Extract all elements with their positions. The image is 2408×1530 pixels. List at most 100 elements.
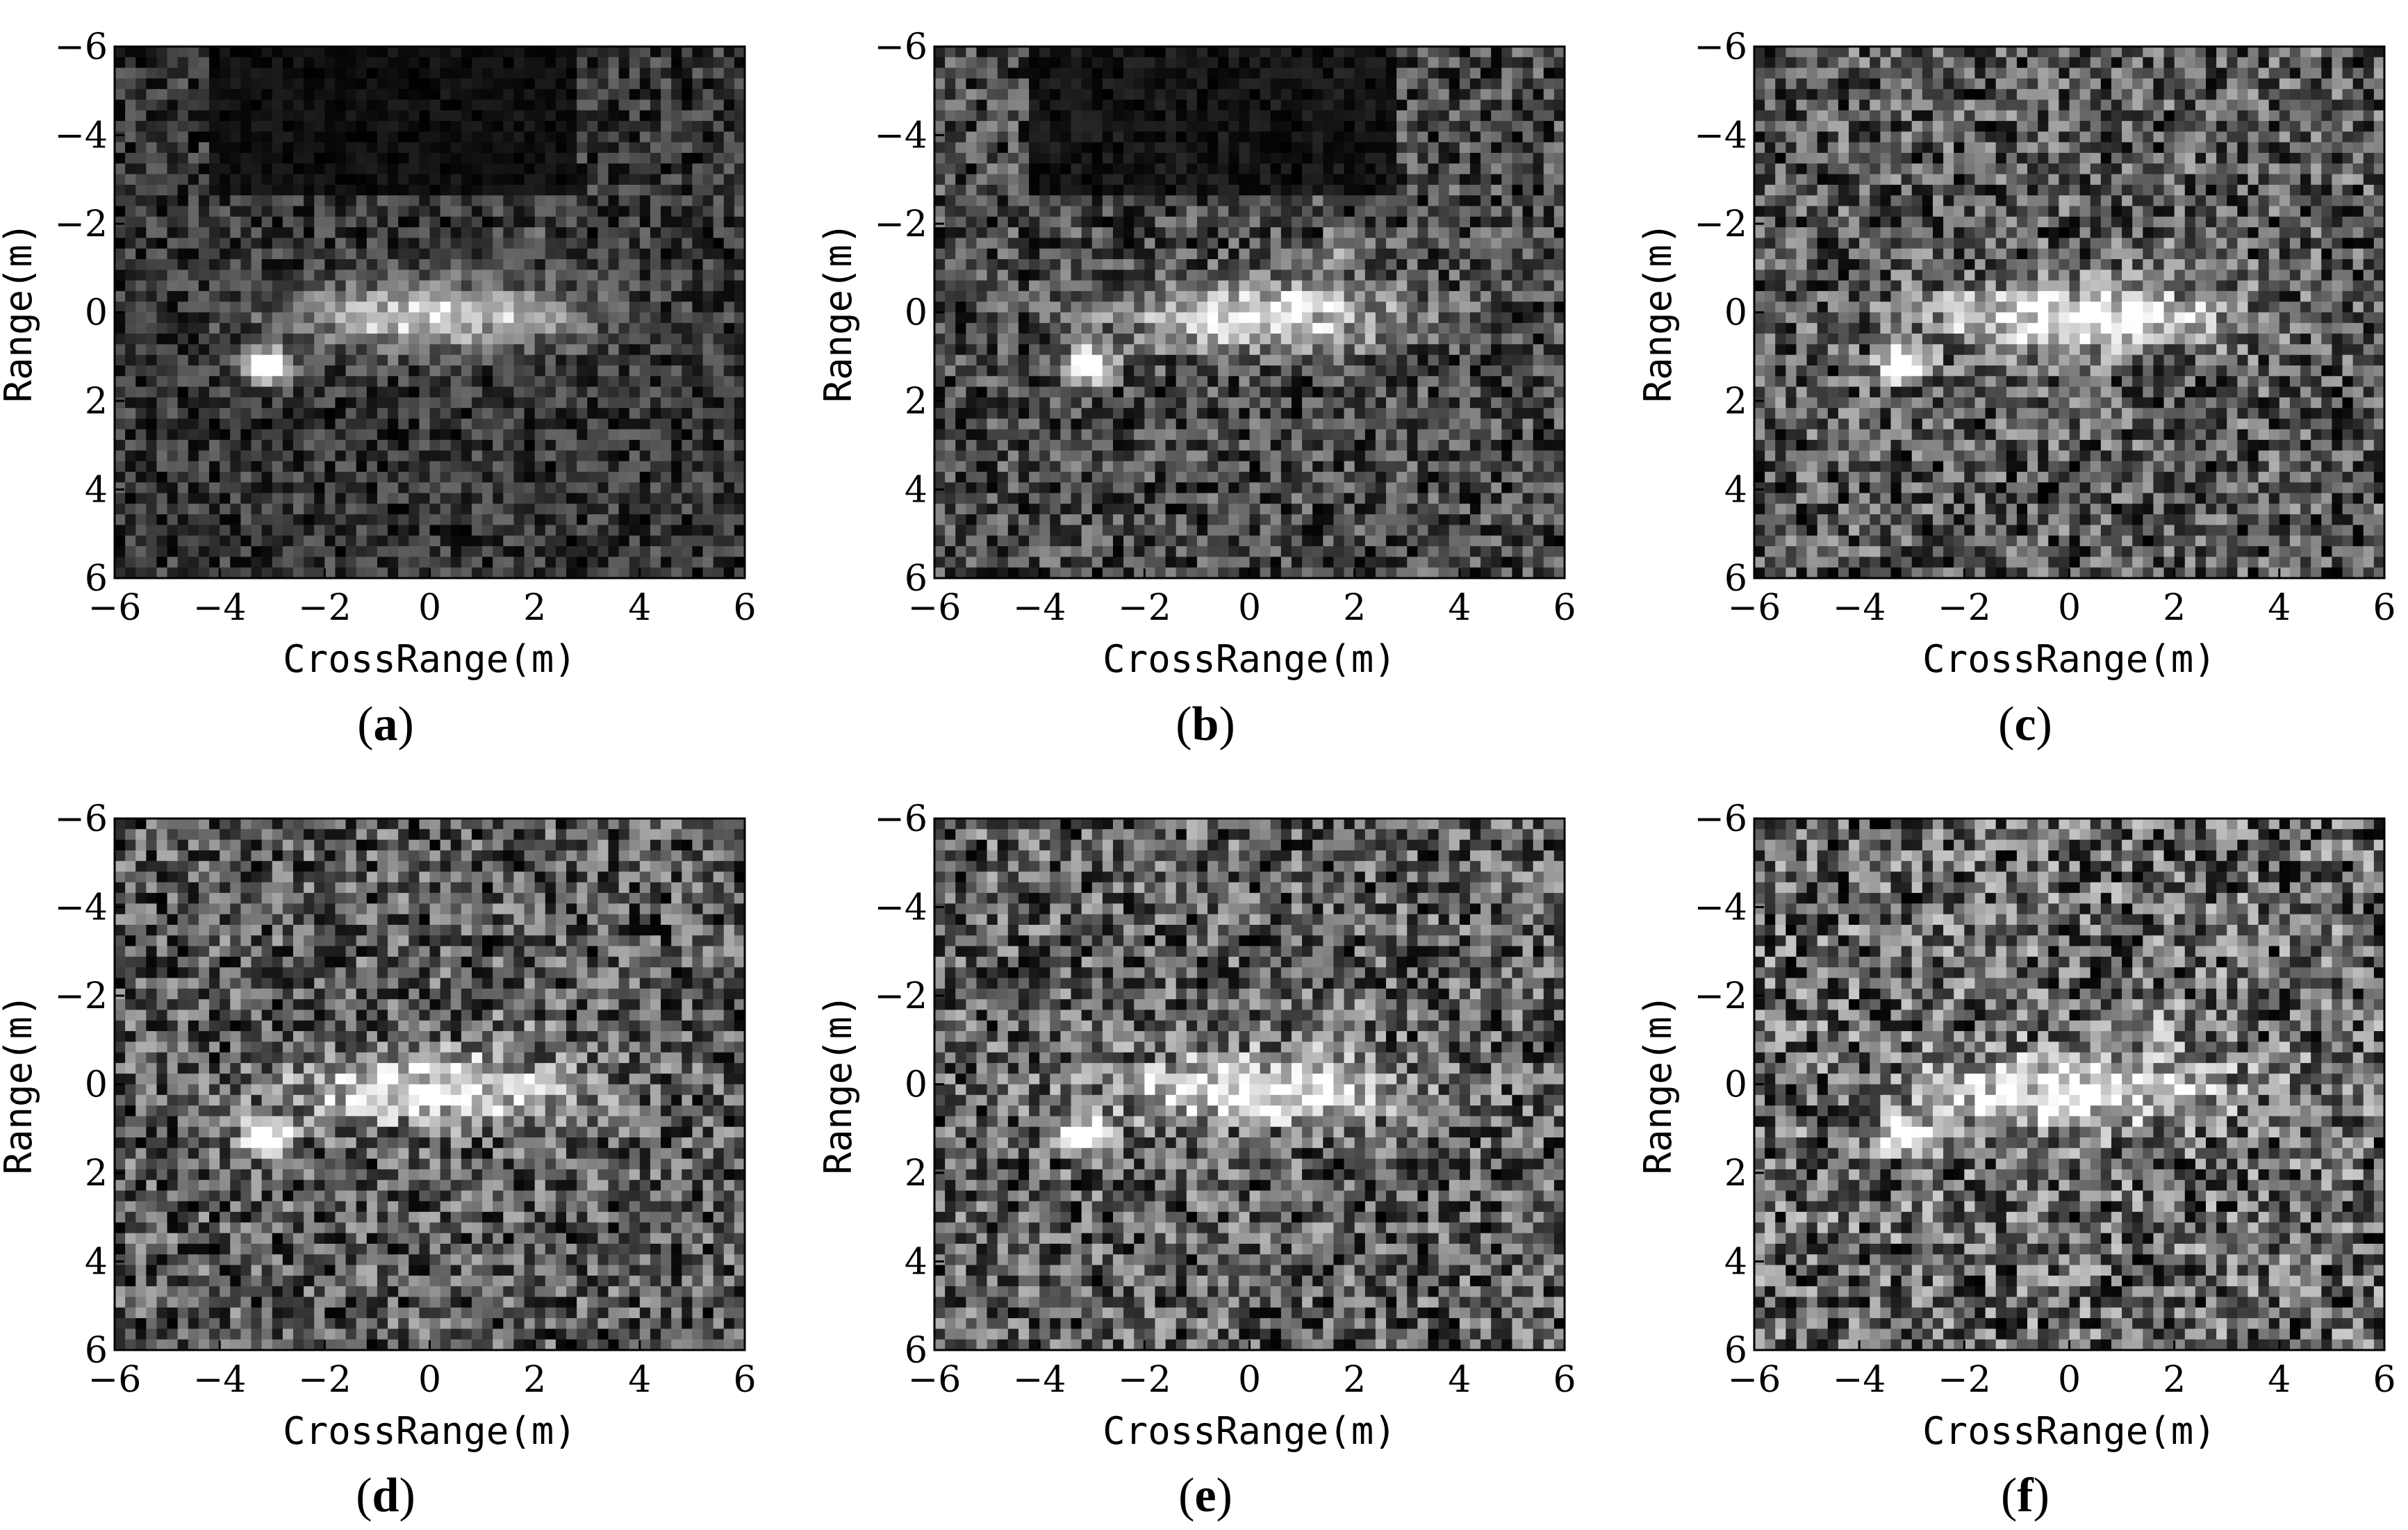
image-pixel [566, 89, 577, 101]
image-pixel [135, 206, 147, 217]
image-pixel [577, 408, 588, 420]
image-pixel [1396, 174, 1408, 186]
image-pixel [1501, 270, 1513, 281]
image-pixel [639, 376, 651, 388]
image-pixel [230, 57, 241, 69]
image-pixel [1228, 322, 1239, 334]
image-pixel [314, 386, 325, 398]
image-pixel [1239, 227, 1251, 238]
image-pixel [577, 195, 588, 207]
image-pixel [461, 302, 472, 313]
image-pixel [282, 514, 294, 526]
image-pixel [471, 461, 483, 472]
image-pixel [471, 376, 483, 388]
image-pixel [1207, 131, 1219, 143]
image-pixel [388, 280, 399, 292]
image-pixel [482, 354, 493, 366]
image-pixel [1354, 344, 1366, 356]
image-pixel [1469, 47, 1481, 58]
image-pixel [461, 450, 472, 462]
image-pixel [1228, 57, 1239, 69]
image-pixel [304, 110, 315, 122]
image-pixel [314, 259, 325, 270]
image-pixel [304, 344, 315, 356]
image-pixel [115, 557, 126, 568]
image-pixel [1165, 238, 1177, 249]
image-pixel [555, 344, 567, 356]
image-pixel [167, 546, 179, 557]
image-pixel [345, 322, 357, 334]
image-pixel [1459, 195, 1471, 207]
image-pixel [934, 354, 946, 366]
image-pixel [1354, 184, 1366, 196]
image-pixel [692, 131, 704, 143]
image-pixel [545, 408, 556, 420]
image-pixel [167, 216, 179, 228]
image-pixel [1112, 57, 1124, 69]
image-pixel [493, 248, 504, 260]
image-pixel [1354, 270, 1366, 281]
image-pixel [566, 354, 577, 366]
image-pixel [934, 99, 946, 111]
image-pixel [1155, 322, 1166, 334]
image-pixel [146, 461, 158, 472]
image-pixel [1081, 47, 1093, 58]
image-pixel [1102, 259, 1114, 270]
image-pixel [493, 408, 504, 420]
image-pixel [1260, 334, 1271, 345]
image-pixel [1481, 184, 1492, 196]
image-pixel [1239, 67, 1251, 79]
image-pixel [1449, 238, 1460, 249]
image-pixel [955, 195, 966, 207]
image-pixel [272, 334, 283, 345]
image-pixel [1018, 57, 1030, 69]
image-pixel [1176, 131, 1187, 143]
image-pixel [304, 567, 315, 579]
image-pixel [513, 290, 525, 302]
image-pixel [1469, 290, 1481, 302]
image-pixel [135, 322, 147, 334]
image-pixel [1333, 365, 1345, 377]
image-pixel [1469, 259, 1481, 270]
image-pixel [1091, 270, 1103, 281]
image-pixel [1354, 354, 1366, 366]
image-pixel [1155, 153, 1166, 164]
image-pixel [188, 397, 199, 409]
image-pixel [1134, 280, 1145, 292]
image-pixel [366, 206, 378, 217]
image-pixel [1449, 195, 1460, 207]
image-pixel [366, 67, 378, 79]
image-pixel [1102, 67, 1114, 79]
image-pixel [682, 184, 693, 196]
image-pixel [240, 472, 252, 483]
image-pixel [419, 493, 431, 504]
image-pixel [409, 472, 420, 483]
image-pixel [493, 131, 504, 143]
image-pixel [1501, 195, 1513, 207]
image-pixel [1481, 131, 1492, 143]
image-pixel [1050, 302, 1061, 313]
image-pixel [545, 418, 556, 430]
image-pixel [1091, 78, 1103, 90]
image-pixel [1323, 270, 1335, 281]
image-pixel [356, 184, 368, 196]
image-pixel [587, 259, 598, 270]
image-pixel [1333, 78, 1345, 90]
image-pixel [356, 525, 368, 536]
image-pixel [1029, 99, 1040, 111]
image-pixel [450, 142, 462, 154]
image-pixel [713, 312, 725, 324]
image-pixel [135, 302, 147, 313]
image-pixel [282, 450, 294, 462]
image-pixel [209, 110, 220, 122]
image-pixel [429, 429, 441, 441]
image-pixel [702, 322, 714, 334]
image-pixel [1196, 302, 1208, 313]
image-pixel [1291, 354, 1303, 366]
image-pixel [461, 354, 472, 366]
image-pixel [1501, 322, 1513, 334]
image-pixel [503, 270, 515, 281]
image-pixel [1091, 195, 1103, 207]
image-pixel [230, 110, 241, 122]
image-pixel [1533, 184, 1544, 196]
